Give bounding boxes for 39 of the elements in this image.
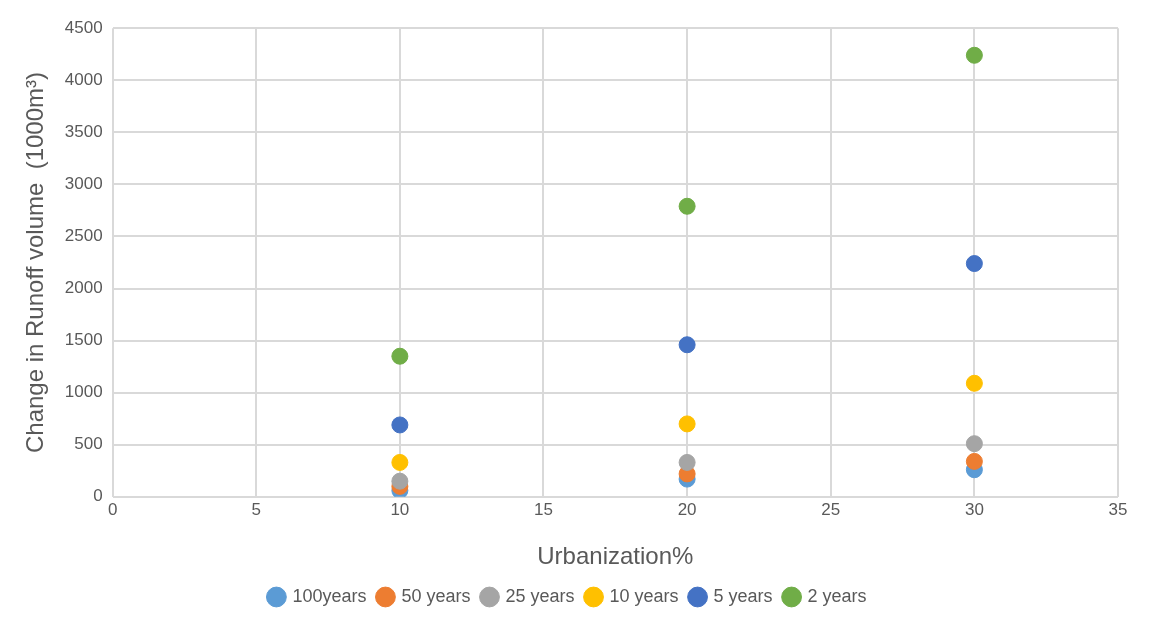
point — [391, 453, 409, 471]
y-tick-label: 4500 — [64, 17, 103, 37]
point — [678, 336, 696, 354]
point — [391, 347, 409, 365]
legend-label: 10 years — [609, 585, 679, 606]
legend-label: 50 years — [401, 585, 471, 606]
legend-label: 5 years — [713, 585, 773, 606]
legend-label: 2 years — [807, 585, 867, 606]
y-tick-label: 0 — [93, 486, 103, 506]
y-tick-label: 3500 — [64, 122, 103, 142]
legend-label: 100years — [292, 585, 367, 606]
point — [678, 415, 696, 433]
x-tick-label: 0 — [107, 499, 118, 519]
x-axis-title: Urbanization% — [537, 542, 694, 570]
point — [965, 46, 983, 64]
y-tick-label: 2000 — [64, 278, 103, 298]
point — [965, 255, 983, 273]
legend-label: 25 years — [505, 585, 575, 606]
point — [965, 452, 983, 470]
point — [391, 472, 409, 490]
point — [678, 453, 696, 471]
y-tick-label: 500 — [74, 434, 103, 454]
point — [391, 416, 409, 434]
x-tick-label: 20 — [677, 499, 697, 519]
point — [965, 374, 983, 392]
point — [965, 435, 983, 453]
x-tick-label: 5 — [251, 499, 261, 519]
y-tick-label: 1000 — [64, 382, 103, 402]
y-tick-label: 1500 — [64, 330, 103, 350]
x-tick-label: 25 — [821, 499, 841, 519]
y-tick-label: 2500 — [64, 226, 103, 246]
x-tick-label: 15 — [534, 499, 553, 519]
y-axis-title: Change in Runoff volume (1000m³) — [21, 71, 49, 454]
point — [678, 197, 696, 215]
y-tick-label: 3000 — [64, 174, 103, 194]
y-tick-label: 4000 — [64, 69, 103, 89]
x-tick-label: 10 — [390, 499, 410, 519]
x-tick-label: 30 — [964, 499, 984, 519]
x-tick-label: 35 — [1108, 499, 1128, 519]
